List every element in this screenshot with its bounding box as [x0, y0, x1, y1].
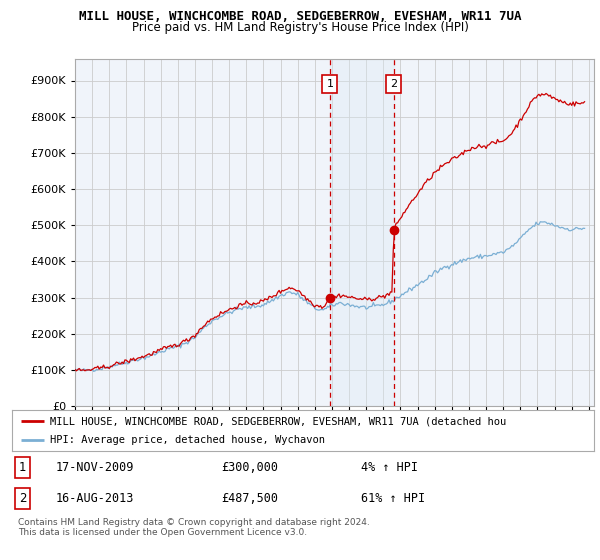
Text: 61% ↑ HPI: 61% ↑ HPI [361, 492, 425, 505]
Text: 2: 2 [19, 492, 26, 505]
Text: HPI: Average price, detached house, Wychavon: HPI: Average price, detached house, Wych… [50, 435, 325, 445]
Bar [330, 59, 394, 406]
Text: MILL HOUSE, WINCHCOMBE ROAD, SEDGEBERROW, EVESHAM, WR11 7UA (detached hou: MILL HOUSE, WINCHCOMBE ROAD, SEDGEBERROW… [50, 417, 506, 426]
Text: 4% ↑ HPI: 4% ↑ HPI [361, 461, 418, 474]
Text: Price paid vs. HM Land Registry's House Price Index (HPI): Price paid vs. HM Land Registry's House … [131, 21, 469, 34]
Text: Contains HM Land Registry data © Crown copyright and database right 2024.
This d: Contains HM Land Registry data © Crown c… [18, 518, 370, 538]
Text: 2: 2 [391, 79, 397, 89]
Text: £487,500: £487,500 [221, 492, 278, 505]
Text: £300,000: £300,000 [221, 461, 278, 474]
Text: 1: 1 [19, 461, 26, 474]
Text: 16-AUG-2013: 16-AUG-2013 [56, 492, 134, 505]
Text: 17-NOV-2009: 17-NOV-2009 [56, 461, 134, 474]
Text: MILL HOUSE, WINCHCOMBE ROAD, SEDGEBERROW, EVESHAM, WR11 7UA: MILL HOUSE, WINCHCOMBE ROAD, SEDGEBERROW… [79, 10, 521, 23]
Text: 1: 1 [326, 79, 334, 89]
